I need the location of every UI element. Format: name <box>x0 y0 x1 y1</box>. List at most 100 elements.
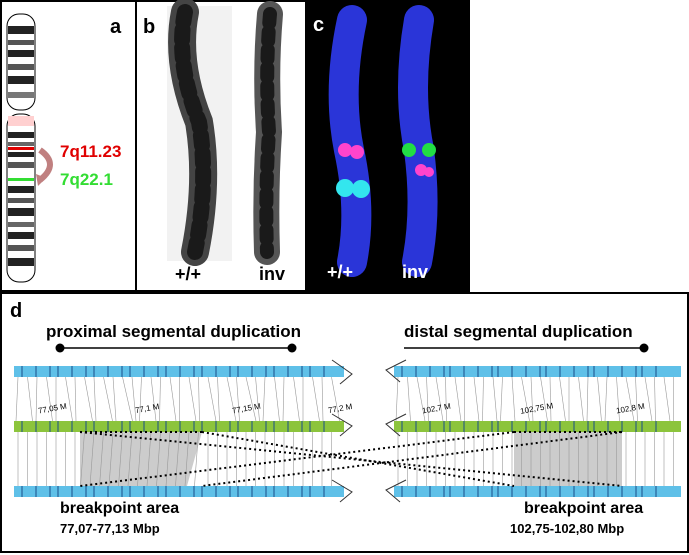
alignment-line <box>321 376 324 422</box>
alignment-line <box>407 376 411 422</box>
alignment-diagram <box>14 343 681 503</box>
panel-b-left-caption: +/+ <box>175 264 202 284</box>
panel-b: b +/+ inv <box>135 0 307 292</box>
span-endpoint-right-end <box>639 343 649 353</box>
alignment-line <box>416 376 426 422</box>
alignment-line <box>578 376 584 422</box>
alignment-line <box>473 376 480 422</box>
alignment-line <box>511 376 516 422</box>
alignment-line <box>274 376 280 422</box>
span-endpoint-left-start <box>55 343 65 353</box>
right-breakpoint-range: 102,75-102,80 Mbp <box>510 521 625 536</box>
band-green-marker <box>8 178 34 181</box>
alignment-line <box>435 376 444 422</box>
fish-chromosome-normal <box>328 5 372 277</box>
span-endpoint-left-end <box>287 343 297 353</box>
alignment-line <box>74 376 77 422</box>
alignment-line <box>159 376 161 422</box>
alignment-line <box>198 376 200 422</box>
alignment-line <box>245 376 257 422</box>
chromosome-7-ideogram <box>6 13 53 283</box>
alignment-line <box>112 376 117 422</box>
signal-cyan-2 <box>352 180 370 198</box>
alignment-line <box>616 376 620 422</box>
alignment-line <box>89 431 95 487</box>
alignment-line <box>118 431 123 487</box>
alignment-line <box>395 376 399 422</box>
left-breakpoint-title: breakpoint area <box>60 500 180 517</box>
breakpoint-area-left <box>80 432 202 486</box>
right-title: distal segmental duplication <box>404 322 633 341</box>
alignment-line <box>207 376 217 422</box>
alignment-line <box>644 376 653 422</box>
alignment-line <box>122 376 133 422</box>
left-title: proximal segmental duplication <box>46 322 302 341</box>
signal-magenta-3 <box>415 164 427 176</box>
alignment-line <box>549 376 552 422</box>
alignment-line <box>169 376 177 422</box>
alignment-line <box>282 376 285 422</box>
alignment-line <box>663 376 671 422</box>
alignment-line <box>331 376 340 422</box>
inversion-crossing-line-2 <box>201 431 515 487</box>
alignment-line <box>131 376 137 422</box>
break-mark-top-left <box>331 359 353 385</box>
alignment-line <box>93 376 97 422</box>
panel-c-right-caption: inv <box>402 262 429 282</box>
signal-cyan-1 <box>336 179 354 197</box>
alignment-line <box>108 431 114 487</box>
alignment-line <box>521 376 530 422</box>
alignment-line <box>184 431 190 487</box>
band-label-bottom: 7q22.1 <box>60 170 113 189</box>
panel-a: a 7q11.23 7q22.1 <box>0 0 137 292</box>
panel-c-left-caption: +/+ <box>327 262 354 282</box>
karyotype-images <box>167 0 283 266</box>
alignment-line <box>137 431 142 487</box>
alignment-line <box>586 376 589 422</box>
alignment-line <box>312 376 320 422</box>
fish-images <box>328 5 438 277</box>
alignment-line <box>530 376 534 422</box>
alignment-line <box>103 376 113 422</box>
alignment-line <box>635 376 638 422</box>
alignment-line <box>445 376 447 422</box>
alignment-line <box>482 376 484 422</box>
left-breakpoint-range: 77,07-77,13 Mbp <box>60 521 160 536</box>
alignment-line <box>188 376 197 422</box>
alignment-line <box>500 376 503 422</box>
alignment-line <box>255 376 260 422</box>
alignment-line <box>65 376 73 422</box>
alignment-line <box>150 376 157 422</box>
alignment-line <box>426 376 429 422</box>
alignment-line <box>262 376 266 422</box>
alignment-line <box>146 431 152 487</box>
alignment-line <box>46 376 53 422</box>
panel-a-label: a <box>110 16 122 38</box>
alignment-line <box>492 376 498 422</box>
signal-magenta-1 <box>338 143 352 157</box>
alignment-line <box>236 376 240 422</box>
inversion-crossing-line-1 <box>79 431 623 487</box>
band-label-top: 7q11.23 <box>60 142 122 161</box>
panel-b-label: b <box>143 16 156 38</box>
alignment-line <box>559 376 566 422</box>
alignment-line <box>84 376 93 422</box>
alignment-line <box>80 431 85 487</box>
right-breakpoint-title: breakpoint area <box>524 500 644 517</box>
alignment-line <box>194 431 199 487</box>
panel-b-right-caption: inv <box>259 264 286 284</box>
breakpoint-area-right <box>514 432 622 486</box>
panel-d: d proximal segmental duplication distal … <box>0 292 689 553</box>
track-bottom-right <box>394 486 681 497</box>
panel-c-label: c <box>313 14 325 36</box>
alignment-line <box>597 376 602 422</box>
break-mark-top-right <box>385 359 407 383</box>
signal-green-2 <box>422 143 436 157</box>
fish-chromosome-inverted <box>398 5 438 277</box>
inversion-crossing-line-4 <box>201 431 623 487</box>
alignment-line <box>15 376 19 422</box>
alignment-line <box>156 431 161 487</box>
alignment-line <box>99 431 104 487</box>
alignment-line <box>654 376 656 422</box>
signal-green-1 <box>402 143 416 157</box>
